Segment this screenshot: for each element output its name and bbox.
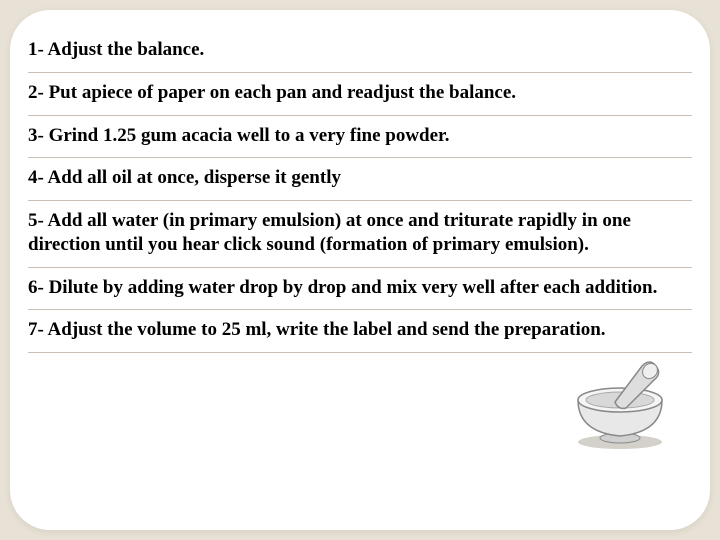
- step-5: 5- Add all water (in primary emulsion) a…: [28, 201, 692, 268]
- mortar-pestle-icon: [560, 360, 680, 450]
- step-6: 6- Dilute by adding water drop by drop a…: [28, 268, 692, 311]
- content-card: 1- Adjust the balance. 2- Put apiece of …: [10, 10, 710, 530]
- mortar-pestle-image: [560, 360, 680, 450]
- step-3: 3- Grind 1.25 gum acacia well to a very …: [28, 116, 692, 159]
- step-1: 1- Adjust the balance.: [28, 30, 692, 73]
- step-7: 7- Adjust the volume to 25 ml, write the…: [28, 310, 692, 353]
- step-4: 4- Add all oil at once, disperse it gent…: [28, 158, 692, 201]
- step-2: 2- Put apiece of paper on each pan and r…: [28, 73, 692, 116]
